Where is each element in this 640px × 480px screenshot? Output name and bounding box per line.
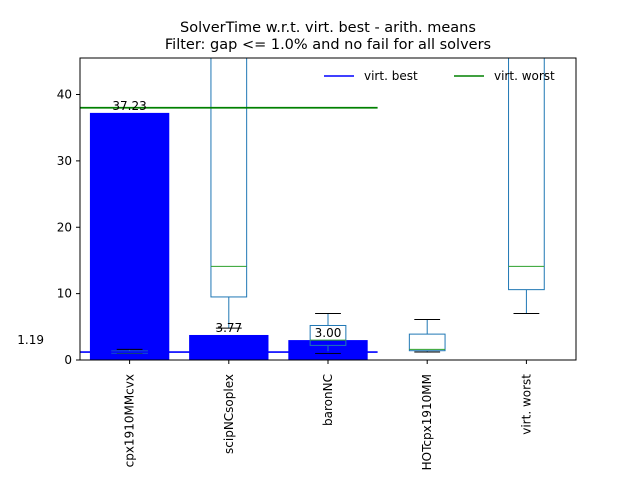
x-tick-label-3: HOTcpx1910MM — [420, 374, 434, 470]
legend-label-0: virt. best — [364, 69, 418, 83]
bar-scipNCsoplex — [189, 334, 269, 360]
plot-frame — [79, 57, 577, 361]
box-scipNCsoplex — [210, 57, 248, 298]
y-tick-label-30: 30 — [57, 154, 72, 168]
box-baronNC — [309, 324, 347, 346]
chart-title: SolverTime w.r.t. virt. best - arith. me… — [180, 20, 476, 36]
virt-best-value-label: 1.19 — [17, 333, 44, 347]
chart-subtitle: Filter: gap <= 1.0% and no fail for all … — [165, 37, 491, 53]
legend: virt. best virt. worst — [324, 69, 555, 83]
box-virt. worst — [508, 57, 545, 291]
y-tick-label-10: 10 — [57, 287, 72, 301]
bar-label-cpx1910MMcvx: 37.23 — [112, 99, 146, 113]
y-tick-label-40: 40 — [57, 88, 72, 102]
y-tick-label-20: 20 — [57, 220, 72, 234]
plot-area: 0 10 20 30 40 cpx1910MMcvx scipNCsoplex baronNC… — [17, 57, 545, 470]
bar-cpx1910MMcvx — [89, 112, 170, 360]
bar-label-baronNC: 3.00 — [315, 326, 342, 340]
x-tick-label-2: baronNC — [321, 374, 335, 426]
bar-label-scipNCsoplex: 3.77 — [215, 321, 242, 335]
x-tick-label-4: virt. worst — [519, 374, 533, 435]
x-tick-label-1: scipNCsoplex — [222, 374, 236, 454]
y-tick-label-0: 0 — [64, 353, 72, 367]
legend-label-1: virt. worst — [494, 69, 555, 83]
box-HOTcpx1910MM — [408, 333, 446, 352]
x-tick-label-0: cpx1910MMcvx — [123, 374, 137, 467]
